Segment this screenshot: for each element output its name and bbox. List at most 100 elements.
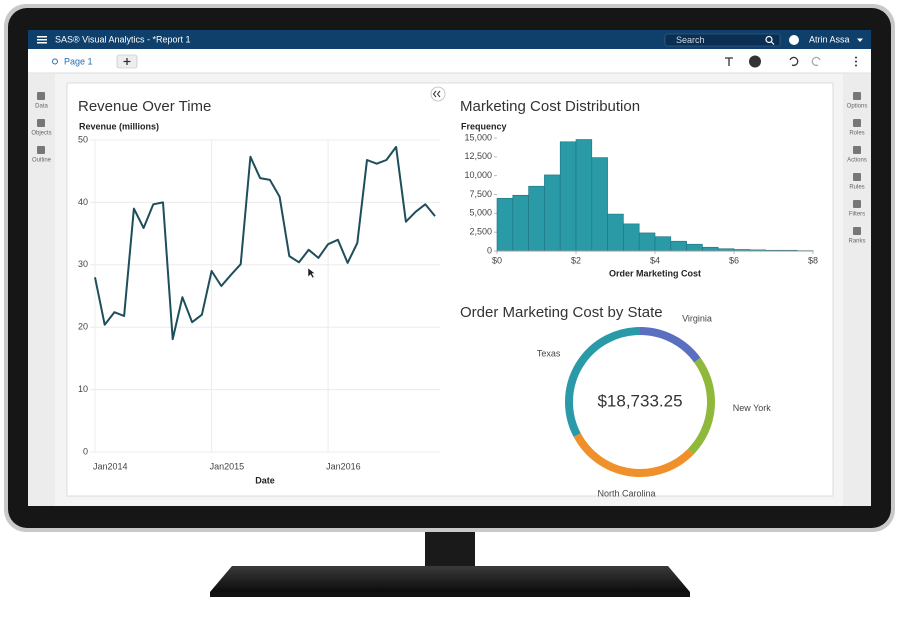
y-tick-label: 10 — [78, 384, 88, 394]
app-title: SAS® Visual Analytics - *Report 1 — [55, 34, 191, 44]
x-axis-label: Order Marketing Cost — [609, 268, 701, 278]
y-tick-label: 40 — [78, 197, 88, 207]
right-panel-list: Options Roles Actions Rules Filters Ranks — [847, 92, 868, 245]
x-tick-label: Jan2015 — [210, 461, 245, 471]
x-tick-label: $0 — [492, 255, 502, 265]
panel-icon[interactable] — [37, 92, 45, 100]
panel-label[interactable]: Options — [847, 104, 868, 110]
x-tick-label: $6 — [729, 255, 739, 265]
app-header — [28, 30, 871, 49]
chart-title: Marketing Cost Distribution — [460, 98, 640, 115]
search-icon-handle — [770, 41, 775, 45]
chart-title: Order Marketing Cost by State — [460, 304, 663, 321]
help-icon[interactable] — [789, 35, 799, 45]
histogram-bar — [623, 223, 640, 252]
more-dot[interactable] — [855, 56, 857, 59]
panel-label[interactable]: Filters — [849, 212, 865, 218]
report-canvas — [66, 82, 834, 497]
left-sidebar — [28, 74, 55, 506]
donut-segment — [565, 327, 641, 438]
segment-label: Texas — [537, 348, 561, 358]
collapse-icon — [432, 90, 441, 98]
segment-label: New York — [733, 403, 772, 413]
panel-label[interactable]: Rules — [849, 185, 864, 191]
x-tick-label: Jan2014 — [93, 461, 128, 471]
left-panel-list: Data Objects Outline — [31, 92, 52, 164]
y-tick-label: 7,500 — [469, 189, 492, 199]
menu-icon[interactable] — [37, 36, 47, 44]
segment-label: North Carolina — [598, 488, 656, 498]
menu-bar — [37, 36, 47, 38]
histogram-bar — [607, 213, 624, 252]
search-placeholder: Search — [676, 35, 705, 45]
y-tick-label: 30 — [78, 259, 88, 269]
x-tick-label: $4 — [650, 255, 660, 265]
histogram-bar — [702, 246, 719, 252]
monitor-base — [210, 566, 690, 592]
panel-icon[interactable] — [853, 200, 861, 208]
charts: Revenue Over Time Revenue (millions) Date 0… — [78, 98, 818, 498]
panel-icon[interactable] — [853, 146, 861, 154]
data-line — [94, 145, 436, 341]
panel-label[interactable]: Outline — [32, 158, 52, 164]
panel-icon[interactable] — [853, 227, 861, 235]
undo-icon[interactable] — [789, 56, 799, 67]
histogram-bar — [686, 243, 703, 252]
panel-label[interactable]: Roles — [849, 131, 864, 137]
donut-total: $18,733.25 — [597, 391, 682, 410]
y-tick-label: 20 — [78, 322, 88, 332]
toolbar-icon[interactable] — [725, 57, 733, 66]
panel-icon[interactable] — [37, 146, 45, 154]
search-icon[interactable] — [765, 35, 773, 44]
donut-segment — [573, 433, 694, 477]
x-axis-label: Date — [255, 475, 275, 485]
y-tick-label: 2,500 — [469, 227, 492, 237]
panel-icon[interactable] — [853, 92, 861, 100]
page-icon — [52, 58, 58, 65]
x-tick-label: $2 — [571, 255, 581, 265]
panel-label[interactable]: Objects — [31, 131, 51, 137]
panel-label[interactable]: Data — [35, 104, 48, 110]
histogram-bar — [559, 141, 577, 252]
donut-segment — [687, 357, 715, 455]
histogram-bar — [670, 240, 687, 252]
histogram-bar — [528, 185, 545, 252]
toolbar — [28, 49, 871, 73]
menu-bar — [37, 42, 47, 44]
donut-segment — [639, 327, 701, 363]
more-dot — [855, 60, 857, 63]
panel-icon[interactable] — [37, 119, 45, 127]
y-tick-label: 0 — [83, 446, 88, 456]
right-sidebar — [843, 74, 871, 506]
menu-bar — [37, 39, 47, 41]
y-tick-label: 12,500 — [464, 151, 492, 161]
toolbar-icon[interactable] — [749, 55, 761, 68]
panel-label[interactable]: Actions — [847, 158, 867, 164]
histogram-bar — [591, 157, 608, 252]
panel-label[interactable]: Ranks — [848, 239, 865, 245]
y-axis-label: Revenue (millions) — [79, 121, 159, 131]
segment-label: Virginia — [682, 313, 712, 323]
monitor-neck — [425, 528, 475, 570]
more-dot — [855, 64, 857, 67]
y-tick-label: 10,000 — [464, 170, 492, 180]
y-tick-label: 50 — [78, 134, 88, 144]
histogram-bar — [512, 194, 529, 252]
histogram-bar — [654, 236, 672, 252]
histogram-bar — [575, 139, 593, 252]
y-axis-label: Frequency — [461, 121, 507, 131]
user-menu-arrow[interactable] — [857, 38, 863, 43]
chart-title: Revenue Over Time — [78, 98, 211, 115]
user-name: Atrin Assa — [809, 34, 850, 44]
y-tick-label: 15,000 — [464, 132, 492, 142]
histogram-bar — [638, 232, 656, 252]
y-tick-label: 0 — [487, 245, 492, 255]
y-tick-label: 5,000 — [469, 208, 492, 218]
panel-icon[interactable] — [853, 173, 861, 181]
search-box[interactable] — [664, 33, 781, 47]
redo-icon[interactable] — [811, 56, 821, 67]
panel-icon[interactable] — [853, 119, 861, 127]
page-tab[interactable]: Page 1 — [64, 56, 93, 66]
